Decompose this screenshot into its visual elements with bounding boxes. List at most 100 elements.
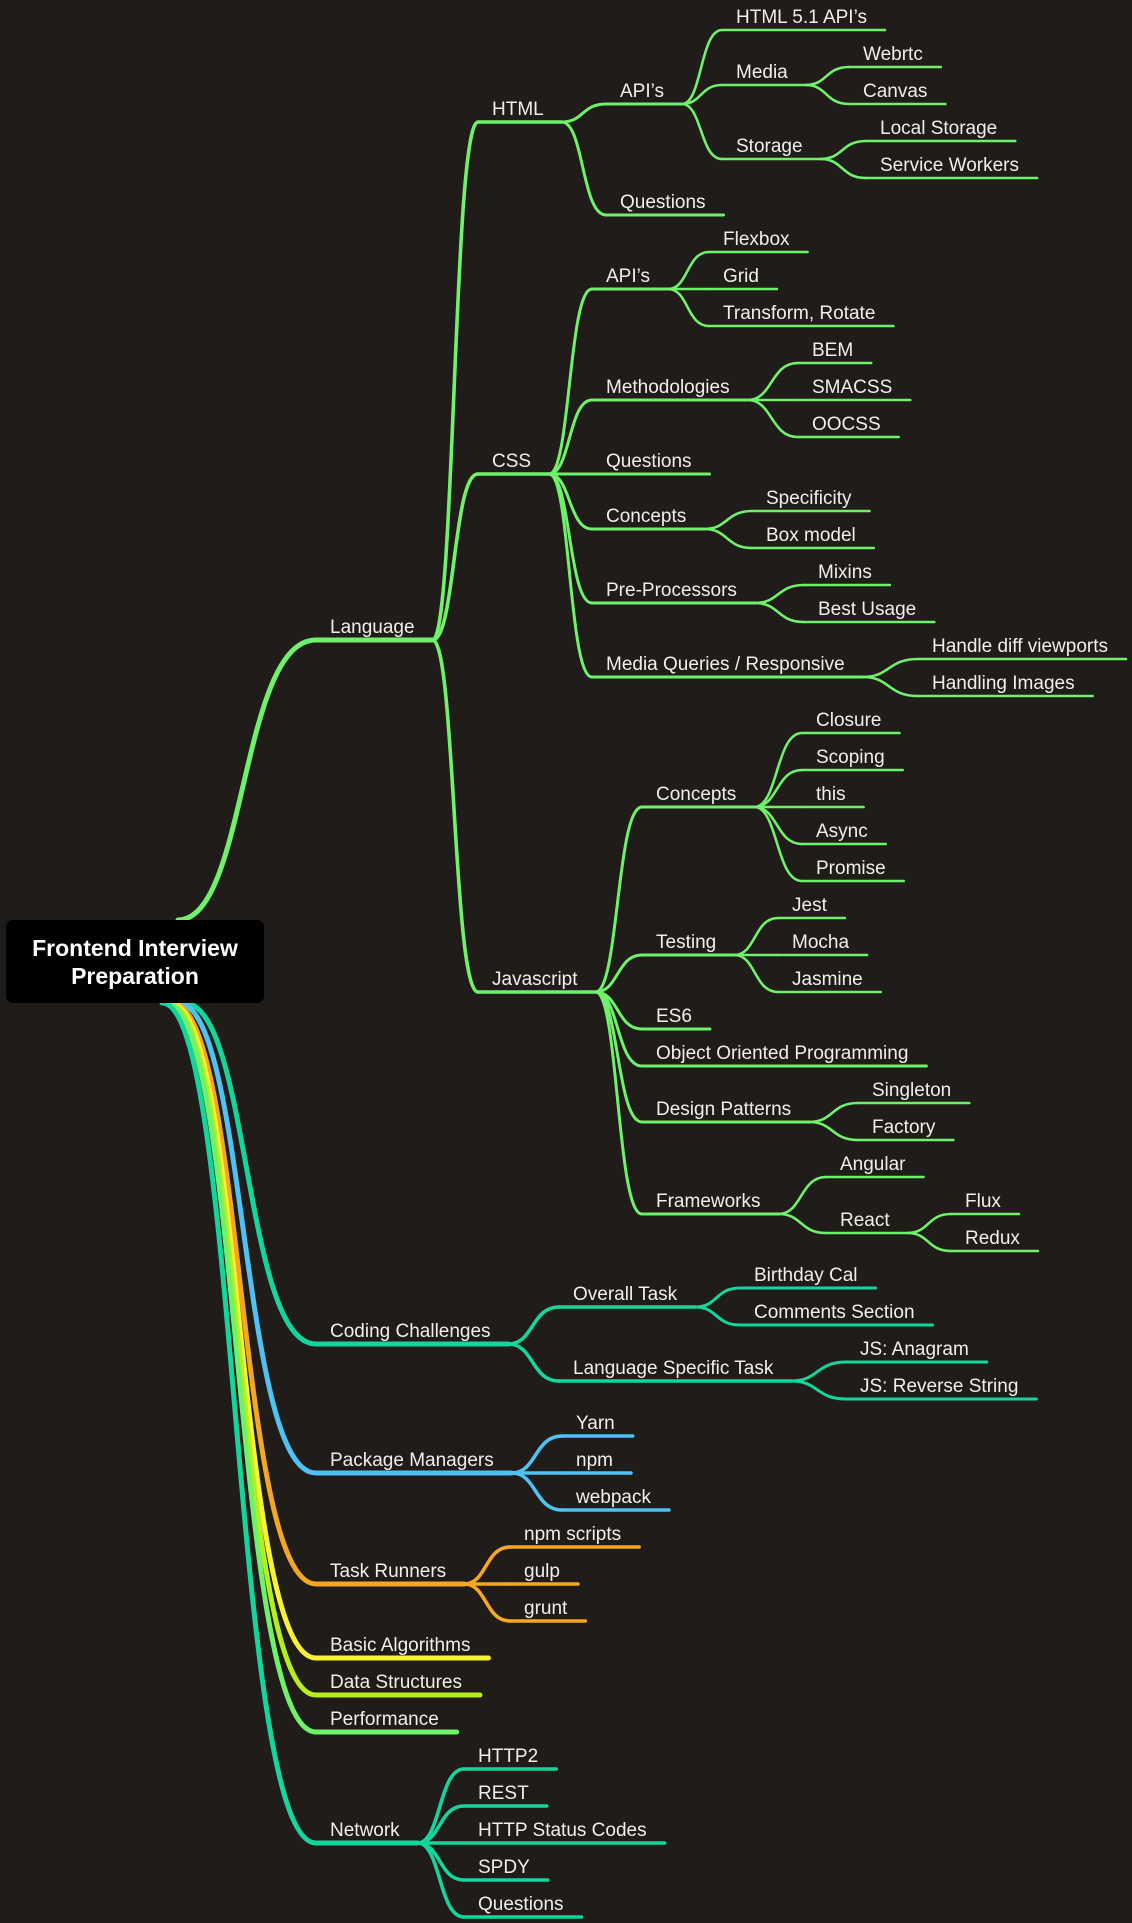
- node-js-anagram[interactable]: JS: Anagram: [860, 1339, 969, 1360]
- node-comments-section[interactable]: Comments Section: [754, 1302, 915, 1323]
- node-media-queries-responsive[interactable]: Media Queries / Responsive: [606, 654, 845, 675]
- node-this[interactable]: this: [816, 784, 846, 805]
- node-singleton[interactable]: Singleton: [872, 1080, 951, 1101]
- connector-questions: [560, 120, 608, 217]
- node-webrtc[interactable]: Webrtc: [863, 44, 923, 65]
- node-html[interactable]: HTML: [492, 99, 544, 120]
- node-language-specific-task[interactable]: Language Specific Task: [573, 1358, 774, 1379]
- node-es6[interactable]: ES6: [656, 1006, 692, 1027]
- node-best-usage[interactable]: Best Usage: [818, 599, 916, 620]
- node-api-s[interactable]: API’s: [620, 81, 664, 102]
- node-scoping[interactable]: Scoping: [816, 747, 885, 768]
- node-testing[interactable]: Testing: [656, 932, 716, 953]
- connector-coding-challenges: [181, 1000, 319, 1347]
- node-jest[interactable]: Jest: [792, 895, 828, 916]
- connector-flux: [906, 1212, 953, 1235]
- node-questions[interactable]: Questions: [606, 451, 692, 472]
- node-css[interactable]: CSS: [492, 451, 531, 472]
- node-service-workers[interactable]: Service Workers: [880, 155, 1019, 176]
- node-webpack[interactable]: webpack: [575, 1487, 651, 1508]
- root-title-line-2: Preparation: [71, 962, 199, 989]
- node-flexbox[interactable]: Flexbox: [723, 229, 790, 250]
- node-redux[interactable]: Redux: [965, 1228, 1020, 1249]
- connector-api-s: [547, 287, 594, 476]
- connector-performance: [163, 1000, 319, 1735]
- connector-best-usage: [753, 601, 806, 624]
- node-questions[interactable]: Questions: [478, 1894, 564, 1915]
- connector-task-runners: [169, 1000, 319, 1587]
- node-yarn[interactable]: Yarn: [576, 1413, 615, 1434]
- node-factory[interactable]: Factory: [872, 1117, 936, 1138]
- node-canvas[interactable]: Canvas: [863, 81, 927, 102]
- connector-flexbox: [666, 250, 711, 291]
- connector-yarn: [509, 1434, 564, 1475]
- node-js-reverse-string[interactable]: JS: Reverse String: [860, 1376, 1018, 1397]
- node-media[interactable]: Media: [736, 62, 788, 83]
- node-handle-diff-viewports[interactable]: Handle diff viewports: [932, 636, 1108, 657]
- node-network[interactable]: Network: [330, 1820, 400, 1841]
- label-layer: Language HTML API’s HTML 5.1 API’s Media Webr…: [330, 7, 1108, 1915]
- node-rest[interactable]: REST: [478, 1783, 529, 1804]
- connector-angular: [777, 1175, 828, 1216]
- node-closure[interactable]: Closure: [816, 710, 881, 731]
- node-bem[interactable]: BEM: [812, 340, 853, 361]
- node-questions[interactable]: Questions: [620, 192, 706, 213]
- connector-media: [680, 83, 724, 106]
- node-object-oriented-programming[interactable]: Object Oriented Programming: [656, 1043, 908, 1064]
- node-design-patterns[interactable]: Design Patterns: [656, 1099, 791, 1120]
- node-handling-images[interactable]: Handling Images: [932, 673, 1075, 694]
- node-concepts[interactable]: Concepts: [606, 506, 686, 527]
- connector-media-queries-responsive: [547, 472, 594, 679]
- node-transform-rotate[interactable]: Transform, Rotate: [723, 303, 875, 324]
- node-performance[interactable]: Performance: [330, 1709, 439, 1730]
- node-smacss[interactable]: SMACSS: [812, 377, 892, 398]
- node-basic-algorithms[interactable]: Basic Algorithms: [330, 1635, 470, 1656]
- node-local-storage[interactable]: Local Storage: [880, 118, 997, 139]
- connector-handling-images: [861, 675, 920, 698]
- node-mixins[interactable]: Mixins: [818, 562, 872, 583]
- root-node[interactable]: Frontend Interview Preparation: [6, 920, 264, 1003]
- node-html-5-1-api-s[interactable]: HTML 5.1 API’s: [736, 7, 867, 28]
- node-frameworks[interactable]: Frameworks: [656, 1191, 761, 1212]
- connector-webrtc: [804, 65, 851, 87]
- node-react[interactable]: React: [840, 1210, 890, 1231]
- underline-layer: [313, 28, 1128, 1919]
- node-http2[interactable]: HTTP2: [478, 1746, 538, 1767]
- node-language[interactable]: Language: [330, 617, 415, 638]
- node-methodologies[interactable]: Methodologies: [606, 377, 730, 398]
- node-jasmine[interactable]: Jasmine: [792, 969, 863, 990]
- node-concepts[interactable]: Concepts: [656, 784, 736, 805]
- connector-html: [430, 120, 480, 642]
- node-npm[interactable]: npm: [576, 1450, 613, 1471]
- connector-methodologies: [547, 398, 594, 476]
- connector-rest: [415, 1804, 466, 1845]
- connector-api-s: [560, 102, 608, 124]
- node-specificity[interactable]: Specificity: [766, 488, 852, 509]
- node-storage[interactable]: Storage: [736, 136, 803, 157]
- node-data-structures[interactable]: Data Structures: [330, 1672, 462, 1693]
- node-async[interactable]: Async: [816, 821, 868, 842]
- node-package-managers[interactable]: Package Managers: [330, 1450, 494, 1471]
- node-grid[interactable]: Grid: [723, 266, 759, 287]
- connector-frameworks: [594, 990, 644, 1216]
- node-npm-scripts[interactable]: npm scripts: [524, 1524, 621, 1545]
- node-coding-challenges[interactable]: Coding Challenges: [330, 1321, 491, 1342]
- node-birthday-cal[interactable]: Birthday Cal: [754, 1265, 858, 1286]
- node-oocss[interactable]: OOCSS: [812, 414, 881, 435]
- node-promise[interactable]: Promise: [816, 858, 886, 879]
- node-pre-processors[interactable]: Pre-Processors: [606, 580, 737, 601]
- node-spdy[interactable]: SPDY: [478, 1857, 530, 1878]
- node-javascript[interactable]: Javascript: [492, 969, 578, 990]
- node-mocha[interactable]: Mocha: [792, 932, 849, 953]
- node-grunt[interactable]: grunt: [524, 1598, 568, 1619]
- connector-language-specific-task: [506, 1342, 561, 1383]
- connector-async: [752, 805, 804, 846]
- node-gulp[interactable]: gulp: [524, 1561, 560, 1582]
- node-api-s[interactable]: API’s: [606, 266, 650, 287]
- node-angular[interactable]: Angular: [840, 1154, 906, 1175]
- node-flux[interactable]: Flux: [965, 1191, 1001, 1212]
- node-task-runners[interactable]: Task Runners: [330, 1561, 446, 1582]
- node-http-status-codes[interactable]: HTTP Status Codes: [478, 1820, 647, 1841]
- node-box-model[interactable]: Box model: [766, 525, 856, 546]
- node-overall-task[interactable]: Overall Task: [573, 1284, 678, 1305]
